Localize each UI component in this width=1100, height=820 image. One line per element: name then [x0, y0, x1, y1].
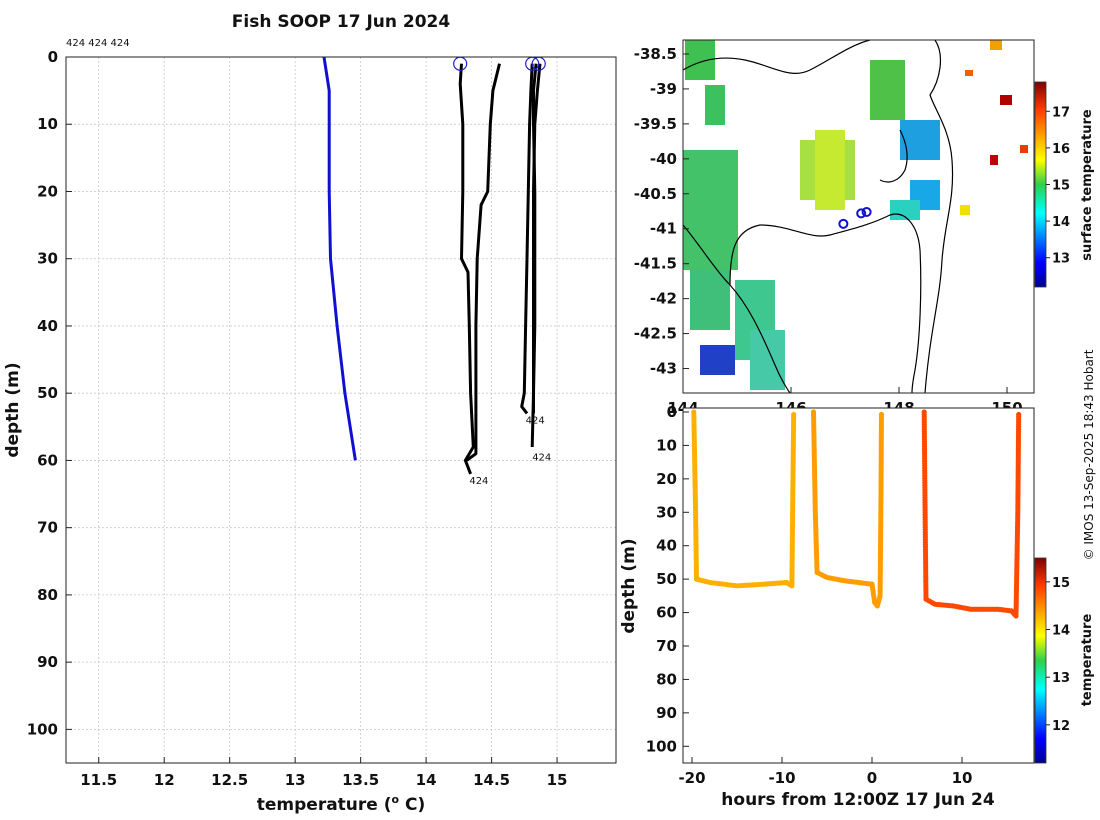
map-colorbar-label: surface temperature	[1080, 109, 1095, 261]
profile-y-tick-label: 40	[37, 317, 58, 335]
map-y-tick-label: -42	[650, 290, 677, 308]
timeseries-y-tick-label: 50	[656, 570, 677, 588]
profile-y-tick-label: 70	[37, 519, 58, 537]
profile-start-marker	[531, 56, 546, 71]
profile-y-tick-label: 10	[37, 115, 58, 133]
map-colorbar	[1034, 81, 1047, 288]
profile-chart: 11.5 12 12.5 13 13.5 14 14.5 15 0 10 20 30 40 50 60 70 8…	[3, 12, 617, 815]
profile-x-tick-label: 11.5	[80, 771, 117, 789]
map-colorbar-tick-label: 15	[1052, 179, 1070, 194]
timeseries-colorbar-tick-label: 14	[1052, 624, 1070, 639]
timeseries-colorbar-label: temperature	[1080, 614, 1095, 707]
map-y-tick-label: -39	[650, 80, 677, 98]
profile-x-tick-label: 14	[416, 771, 437, 789]
map-colorbar-tick-label: 14	[1052, 215, 1070, 230]
profile-y-axis-label: depth (m)	[3, 362, 23, 457]
ship-position-marker	[856, 208, 867, 219]
timeseries-y-tick-label: 20	[656, 470, 677, 488]
profile-x-tick-label: 12.5	[211, 771, 248, 789]
timeseries-x-tick-label: 0	[867, 769, 877, 787]
timeseries-frame	[682, 407, 1035, 764]
map-y-tick-label: -41	[650, 220, 677, 238]
timeseries-y-axis-label: depth (m)	[619, 538, 639, 633]
profile-y-tick-label: 100	[27, 720, 58, 738]
profile-series-profile-3	[520, 63, 534, 415]
profile-x-tick-label: 14.5	[473, 771, 510, 789]
profile-x-tick-label: 13.5	[342, 771, 379, 789]
timeseries-y-tick-label: 70	[656, 637, 677, 655]
timeseries-x-axis-label: hours from 12:00Z 17 Jun 24	[721, 790, 995, 810]
profile-y-tick-label: 0	[48, 48, 58, 66]
map-layers	[683, 40, 1028, 393]
timeseries-y-tick-label: 80	[656, 670, 677, 688]
timeseries-point	[1016, 411, 1022, 418]
profile-y-tick-label: 30	[37, 250, 58, 268]
timeseries-point	[791, 411, 797, 418]
timeseries-y-tick-label: 60	[656, 604, 677, 622]
map-frame	[682, 39, 1035, 394]
timeseries-colorbar-tick-label: 15	[1052, 576, 1070, 591]
timeseries-x-tick-label: 10	[952, 769, 973, 787]
profile-series-climatology	[322, 57, 357, 461]
map-y-tick-label: -40	[650, 150, 677, 168]
profile-start-marker	[453, 56, 468, 71]
timeseries-colorbar-tick-label: 12	[1052, 719, 1070, 734]
sst-map: -38.5 -39 -39.5 -40 -40.5 -41 -41.5 -42 -42.5 -43…	[634, 39, 1095, 417]
map-y-tick-label: -38.5	[634, 45, 677, 63]
coastline	[683, 40, 954, 393]
timeseries-colorbar	[1034, 557, 1047, 764]
profile-y-tick-label: 80	[37, 586, 58, 604]
profile-x-axis-label: temperature (o C)	[257, 793, 426, 815]
credit-text: © IMOS 13-Sep-2025 18:43 Hobart	[1082, 349, 1096, 560]
sst-pixels	[683, 40, 1028, 390]
timeseries-y-tick-label: 90	[656, 704, 677, 722]
timeseries-x-tick-label: -10	[768, 769, 795, 787]
profile-y-tick-label: 60	[37, 451, 58, 469]
profile-series-profile-5	[530, 63, 542, 448]
timeseries-y-tick-label: 10	[656, 436, 677, 454]
timeseries-point	[878, 411, 885, 418]
profile-plot-frame	[65, 56, 617, 764]
profile-title: Fish SOOP 17 Jun 2024	[232, 12, 451, 32]
timeseries-y-tick-label: 40	[656, 537, 677, 555]
ship-track-markers	[838, 206, 872, 229]
map-y-tick-label: -42.5	[634, 325, 677, 343]
timeseries-y-tick-label: 100	[646, 737, 677, 755]
profile-series-profile-2	[465, 63, 501, 462]
timeseries-y-tick-label: 30	[656, 503, 677, 521]
map-y-tick-label: -40.5	[634, 185, 677, 203]
profile-x-axis-label-unit: C)	[399, 795, 425, 815]
map-y-tick-label: -39.5	[634, 115, 677, 133]
profile-x-tick-label: 15	[547, 771, 568, 789]
profile-y-tick-label: 50	[37, 384, 58, 402]
profile-x-tick-label: 12	[154, 771, 175, 789]
profile-annotation-label: 424	[469, 476, 488, 487]
map-colorbar-tick-label: 13	[1052, 252, 1070, 267]
map-y-tick-label: -43	[650, 360, 677, 378]
map-y-tick-label: -41.5	[634, 255, 677, 273]
profile-annotation-label: 424	[532, 452, 551, 463]
profile-annotation-label: 424	[526, 415, 545, 426]
profile-y-tick-label: 20	[37, 182, 58, 200]
profile-start-marker	[525, 56, 540, 71]
ship-position-marker	[838, 218, 849, 229]
timeseries-colorbar-tick-label: 13	[1052, 671, 1070, 686]
timeseries-x-tick-label: -20	[678, 769, 705, 787]
map-colorbar-tick-label: 17	[1052, 105, 1070, 120]
profile-x-axis-label-degree: o	[392, 793, 400, 806]
ship-position-marker	[861, 206, 872, 217]
depth-time-chart: 0 10 20 30 40 50 60 70 80 90 100-20 -10 0 10 12 13 14 15…	[619, 403, 1095, 810]
profile-header-note: 424 424 424	[66, 38, 130, 49]
map-colorbar-tick-label: 16	[1052, 142, 1070, 157]
timeseries-y-tick-label: 0	[667, 403, 677, 421]
profile-series-profile-1	[458, 63, 475, 475]
profile-x-tick-label: 13	[285, 771, 306, 789]
profile-x-axis-label-main: temperature (	[257, 795, 392, 815]
profile-y-tick-label: 90	[37, 653, 58, 671]
